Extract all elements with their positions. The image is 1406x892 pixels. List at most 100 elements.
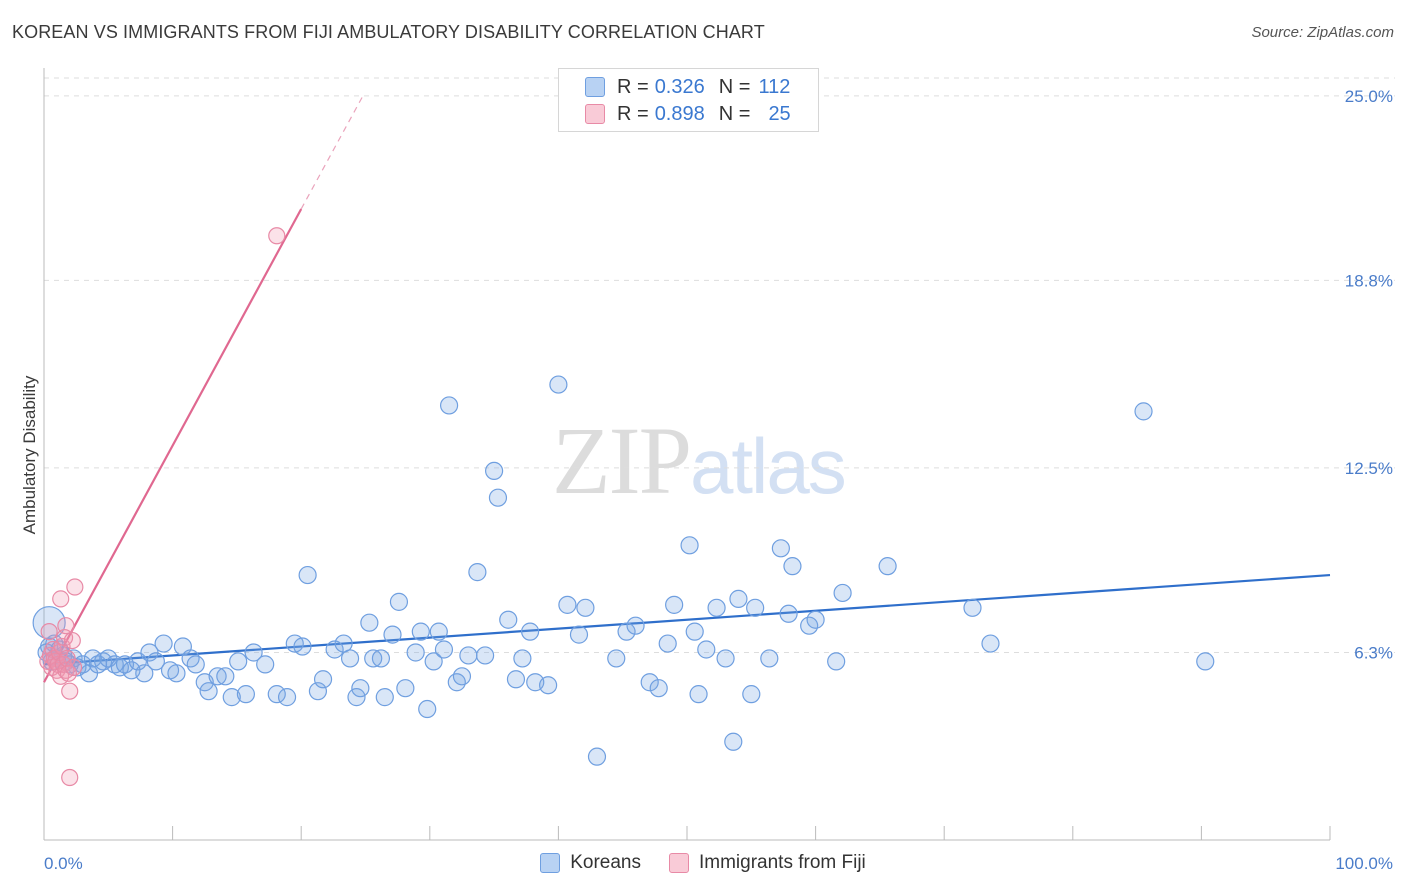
legend-row-fiji: R = 0.898 N = 25 bbox=[585, 101, 791, 127]
fiji-data-point bbox=[40, 623, 58, 641]
korean-data-point bbox=[167, 664, 186, 683]
korean-data-point bbox=[313, 670, 333, 689]
korean-data-point bbox=[135, 664, 154, 683]
y-axis-label: Ambulatory Disability bbox=[20, 375, 39, 534]
fiji-data-point bbox=[52, 590, 70, 608]
fiji-data-point bbox=[63, 631, 81, 650]
korean-data-point bbox=[665, 595, 684, 614]
korean-data-point bbox=[181, 649, 200, 668]
korean-data-point bbox=[827, 652, 846, 671]
axes bbox=[43, 68, 1331, 841]
korean-data-point bbox=[154, 634, 173, 653]
korean-data-point bbox=[360, 613, 379, 632]
fiji-data-point bbox=[61, 682, 79, 700]
fiji-data-point bbox=[57, 617, 75, 635]
legend-r-label: R = bbox=[617, 75, 649, 98]
korean-data-point bbox=[434, 640, 454, 659]
korean-data-point bbox=[1196, 652, 1215, 671]
korean-data-point bbox=[371, 649, 391, 668]
y-tick-label: 6.3% bbox=[1354, 643, 1393, 662]
series-legend-fiji: Immigrants from Fiji bbox=[668, 852, 866, 874]
korean-data-point bbox=[607, 649, 626, 668]
korean-data-point bbox=[364, 649, 383, 668]
korean-data-point bbox=[140, 643, 159, 662]
korean-data-point bbox=[506, 670, 526, 689]
korean-data-point bbox=[833, 583, 852, 603]
korean-data-point bbox=[779, 604, 798, 623]
x-tick-label: 0.0% bbox=[44, 854, 83, 873]
y-tick-label: 12.5% bbox=[1345, 459, 1393, 478]
legend-r-label: R = bbox=[617, 102, 649, 125]
korean-data-point bbox=[459, 646, 478, 665]
korean-data-point bbox=[475, 646, 495, 665]
watermark-atlas: atlas bbox=[690, 422, 847, 510]
korean-data-point bbox=[347, 688, 366, 707]
korean-data-point bbox=[680, 536, 699, 555]
korean-data-point bbox=[105, 655, 124, 674]
series-legend-label: Koreans bbox=[570, 852, 641, 873]
fiji-trend-extension bbox=[300, 95, 364, 210]
korean-data-point bbox=[558, 595, 577, 614]
series-legend-koreans: Koreans bbox=[540, 852, 641, 874]
korean-data-point bbox=[617, 622, 636, 641]
korean-data-point bbox=[429, 622, 448, 641]
korean-data-point bbox=[452, 667, 472, 686]
series-swatch-koreans bbox=[540, 853, 561, 873]
data-points bbox=[32, 227, 1215, 787]
gridlines bbox=[44, 77, 1395, 653]
korean-data-point bbox=[658, 634, 677, 653]
korean-data-point bbox=[383, 625, 402, 644]
chart-source: Source: ZipAtlas.com bbox=[1251, 24, 1394, 41]
korean-data-point bbox=[729, 589, 748, 608]
korean-data-point bbox=[724, 732, 743, 751]
korean-data-point bbox=[439, 396, 459, 415]
korean-data-point bbox=[539, 676, 558, 695]
korean-data-point bbox=[229, 652, 248, 671]
korean-data-point bbox=[396, 679, 415, 698]
legend-r-value: 0.326 bbox=[654, 75, 705, 98]
fiji-trend-line bbox=[43, 208, 303, 683]
korean-data-point bbox=[110, 658, 129, 677]
y-tick-label: 18.8% bbox=[1345, 271, 1393, 290]
korean-data-point bbox=[236, 685, 256, 704]
korean-data-point bbox=[411, 622, 430, 641]
fiji-data-point bbox=[268, 227, 286, 245]
x-tick-label: 100.0% bbox=[1335, 854, 1393, 873]
y-tick-label: 25.0% bbox=[1345, 87, 1393, 106]
korean-data-point bbox=[222, 688, 241, 707]
korean-data-point bbox=[878, 557, 897, 576]
koreans-trend-line bbox=[43, 573, 1331, 666]
korean-data-point bbox=[293, 637, 312, 656]
correlation-legend: R = 0.326 N = 112 R = 0.898 N = 25 bbox=[558, 68, 819, 132]
korean-data-point bbox=[549, 375, 568, 394]
korean-data-point bbox=[267, 685, 286, 704]
korean-data-point bbox=[256, 655, 275, 674]
korean-data-point bbox=[499, 610, 518, 629]
trend-lines bbox=[43, 95, 1331, 683]
korean-data-point bbox=[716, 649, 735, 668]
korean-data-point bbox=[298, 565, 317, 585]
korean-data-point bbox=[199, 682, 218, 701]
korean-data-point bbox=[351, 679, 370, 698]
korean-data-point bbox=[485, 461, 504, 481]
korean-data-point bbox=[208, 667, 227, 686]
chart-title: KOREAN VS IMMIGRANTS FROM FIJI AMBULATOR… bbox=[12, 22, 765, 42]
korean-data-point bbox=[406, 643, 425, 662]
korean-data-point bbox=[146, 652, 165, 671]
korean-data-point bbox=[94, 652, 113, 671]
korean-data-point bbox=[375, 688, 394, 707]
legend-r-value: 0.898 bbox=[654, 102, 705, 125]
korean-data-point bbox=[389, 592, 409, 611]
korean-data-point bbox=[981, 634, 1000, 653]
korean-data-point bbox=[277, 688, 297, 707]
korean-data-point bbox=[308, 682, 328, 701]
korean-data-point bbox=[73, 655, 92, 674]
korean-data-point bbox=[576, 598, 595, 617]
korean-data-point bbox=[742, 685, 761, 704]
korean-data-point bbox=[513, 649, 532, 668]
korean-data-point bbox=[783, 557, 802, 576]
series-swatch-fiji bbox=[668, 853, 689, 873]
korean-data-point bbox=[424, 652, 443, 671]
watermark: ZIPatlas bbox=[552, 405, 847, 516]
